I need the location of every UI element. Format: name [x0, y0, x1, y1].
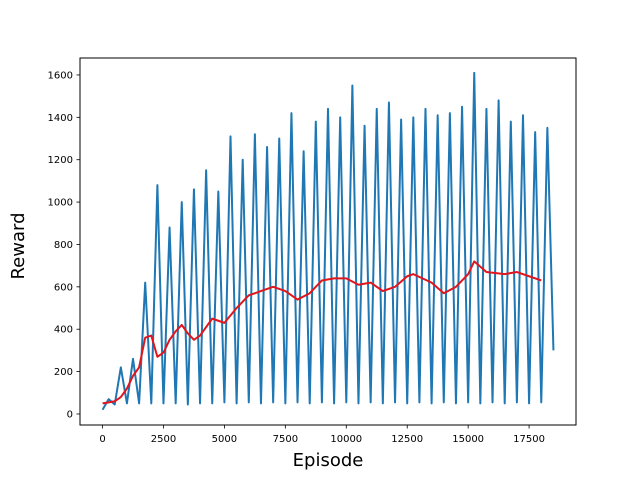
x-tick-label: 10000	[330, 434, 362, 445]
y-tick-label: 400	[54, 325, 73, 336]
x-axis-label: Episode	[293, 450, 364, 471]
y-axis-label: Reward	[8, 212, 29, 279]
x-tick-label: 12500	[391, 434, 423, 445]
y-tick-label: 1400	[48, 113, 73, 124]
y-tick-label: 600	[54, 282, 73, 293]
axes-frame	[79, 57, 577, 426]
x-tick-label: 5000	[212, 434, 237, 445]
data-line	[101, 71, 555, 411]
x-tick-label: 2500	[151, 434, 176, 445]
y-tick-label: 800	[54, 240, 73, 251]
y-tick-label: 1600	[48, 70, 73, 81]
x-tick-label: 7500	[273, 434, 298, 445]
x-tick-label: 0	[99, 434, 105, 445]
y-tick-label: 1200	[48, 155, 73, 166]
plot-area	[101, 71, 555, 411]
y-tick-label: 1000	[48, 198, 73, 209]
x-tick-label: 15000	[452, 434, 484, 445]
y-tick-label: 0	[67, 409, 73, 420]
data-line	[102, 260, 542, 405]
y-tick-label: 200	[54, 367, 73, 378]
x-tick-label: 17500	[513, 434, 545, 445]
